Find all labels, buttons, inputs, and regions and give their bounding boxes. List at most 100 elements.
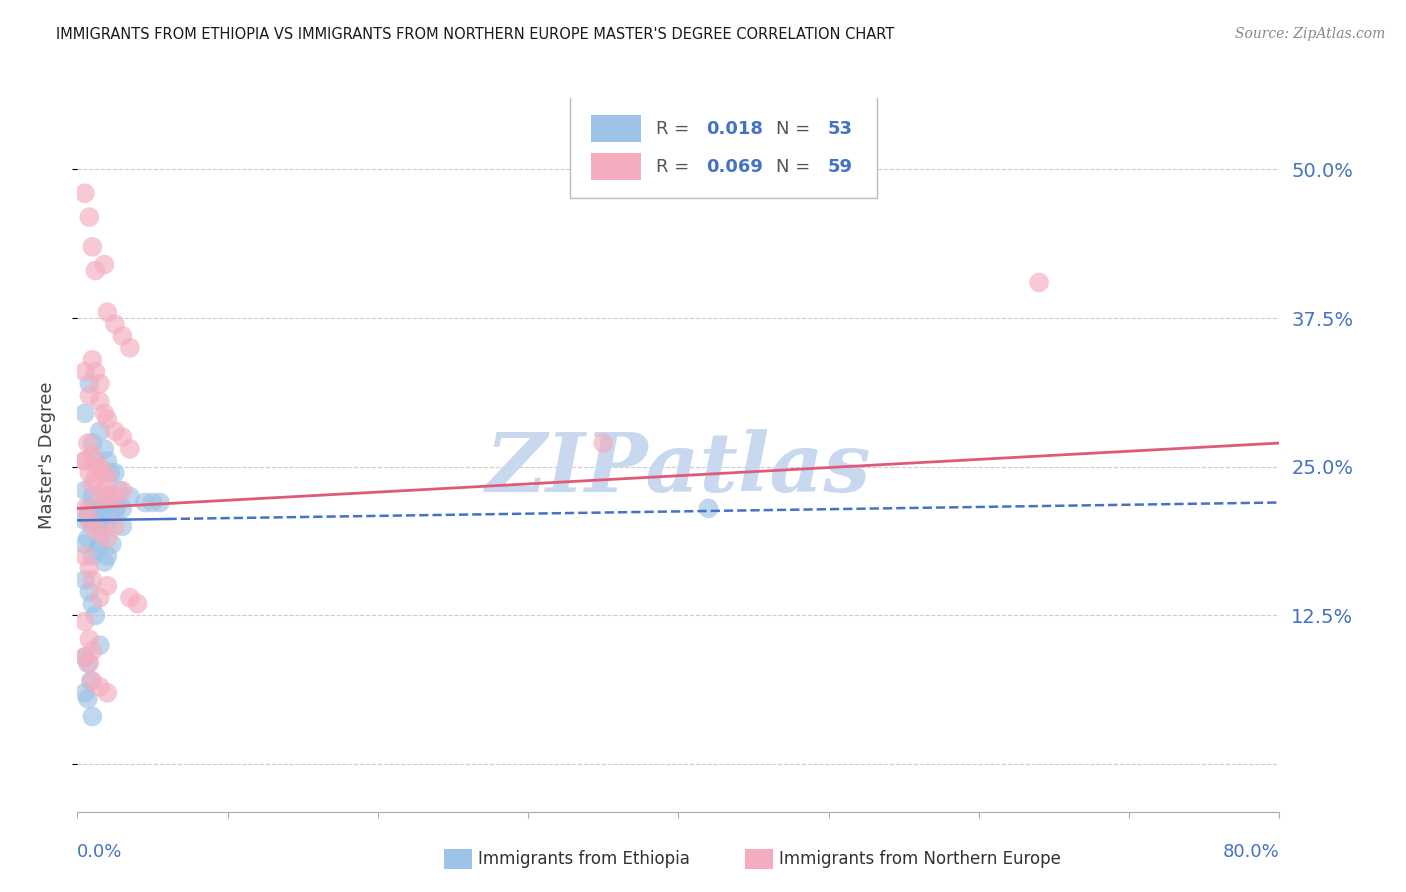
Point: [118, 591, 141, 605]
Point: [79, 466, 101, 480]
FancyBboxPatch shape: [571, 95, 877, 198]
Point: [79, 376, 101, 391]
Text: Source: ZipAtlas.com: Source: ZipAtlas.com: [1234, 27, 1385, 41]
Point: [96, 490, 118, 504]
Point: [79, 584, 101, 599]
Point: [82, 573, 104, 587]
Point: [104, 501, 127, 516]
Point: [73, 573, 96, 587]
Point: [89, 490, 111, 504]
Point: [84, 454, 107, 468]
Point: [73, 454, 96, 468]
Point: [79, 210, 101, 224]
Point: [82, 240, 104, 254]
Point: [93, 483, 115, 498]
Point: [89, 459, 111, 474]
Point: [89, 376, 111, 391]
Text: 0.018: 0.018: [706, 120, 763, 137]
Point: [79, 513, 101, 527]
FancyBboxPatch shape: [591, 115, 641, 143]
Point: [73, 454, 96, 468]
Point: [697, 501, 720, 516]
Point: [118, 341, 141, 355]
Point: [104, 466, 127, 480]
Point: [76, 531, 98, 545]
Text: Immigrants from Ethiopia: Immigrants from Ethiopia: [478, 850, 690, 868]
Point: [111, 430, 134, 444]
Point: [94, 519, 117, 533]
Point: [93, 466, 115, 480]
Point: [76, 691, 98, 706]
Text: 80.0%: 80.0%: [1223, 843, 1279, 861]
Point: [100, 508, 122, 522]
Text: R =: R =: [655, 120, 695, 137]
Point: [73, 650, 96, 665]
Text: 0.069: 0.069: [706, 158, 763, 176]
Point: [111, 501, 134, 516]
Point: [108, 483, 131, 498]
Point: [73, 365, 96, 379]
Point: [149, 495, 172, 509]
Point: [111, 483, 134, 498]
Point: [89, 424, 111, 438]
Point: [89, 591, 111, 605]
Point: [90, 508, 112, 522]
Point: [79, 632, 101, 647]
Point: [96, 579, 118, 593]
Point: [141, 495, 163, 509]
Point: [73, 615, 96, 629]
Point: [83, 513, 105, 527]
Point: [73, 537, 96, 551]
Point: [76, 656, 98, 670]
Point: [93, 442, 115, 456]
Point: [76, 508, 98, 522]
Point: [82, 436, 104, 450]
Point: [96, 412, 118, 426]
Point: [73, 406, 96, 420]
Point: [89, 525, 111, 540]
Point: [89, 638, 111, 652]
Point: [93, 555, 115, 569]
Text: Immigrants from Northern Europe: Immigrants from Northern Europe: [779, 850, 1060, 868]
Y-axis label: Master's Degree: Master's Degree: [38, 381, 56, 529]
Point: [82, 490, 104, 504]
Point: [104, 490, 127, 504]
Point: [89, 519, 111, 533]
Point: [73, 650, 96, 665]
Point: [82, 709, 104, 723]
Point: [82, 519, 104, 533]
Point: [89, 537, 111, 551]
Point: [82, 673, 104, 688]
Point: [100, 466, 122, 480]
Point: [79, 561, 101, 575]
Text: 53: 53: [828, 120, 852, 137]
Point: [82, 597, 104, 611]
Point: [96, 472, 118, 486]
Point: [96, 531, 118, 545]
Text: R =: R =: [655, 158, 695, 176]
Point: [73, 501, 96, 516]
Point: [79, 656, 101, 670]
Point: [592, 436, 614, 450]
Point: [84, 365, 107, 379]
Point: [86, 543, 108, 558]
Text: ZIPatlas: ZIPatlas: [485, 429, 872, 509]
Point: [111, 329, 134, 343]
Point: [82, 477, 104, 491]
Point: [80, 513, 103, 527]
Point: [96, 305, 118, 319]
Point: [82, 644, 104, 658]
Point: [73, 513, 96, 527]
Point: [86, 513, 108, 527]
Point: [96, 454, 118, 468]
Point: [118, 442, 141, 456]
Point: [76, 436, 98, 450]
Point: [86, 459, 108, 474]
FancyBboxPatch shape: [591, 153, 641, 180]
Text: N =: N =: [776, 120, 815, 137]
Point: [96, 490, 118, 504]
Point: [111, 519, 134, 533]
Point: [104, 519, 127, 533]
Point: [73, 186, 96, 201]
Point: [104, 424, 127, 438]
